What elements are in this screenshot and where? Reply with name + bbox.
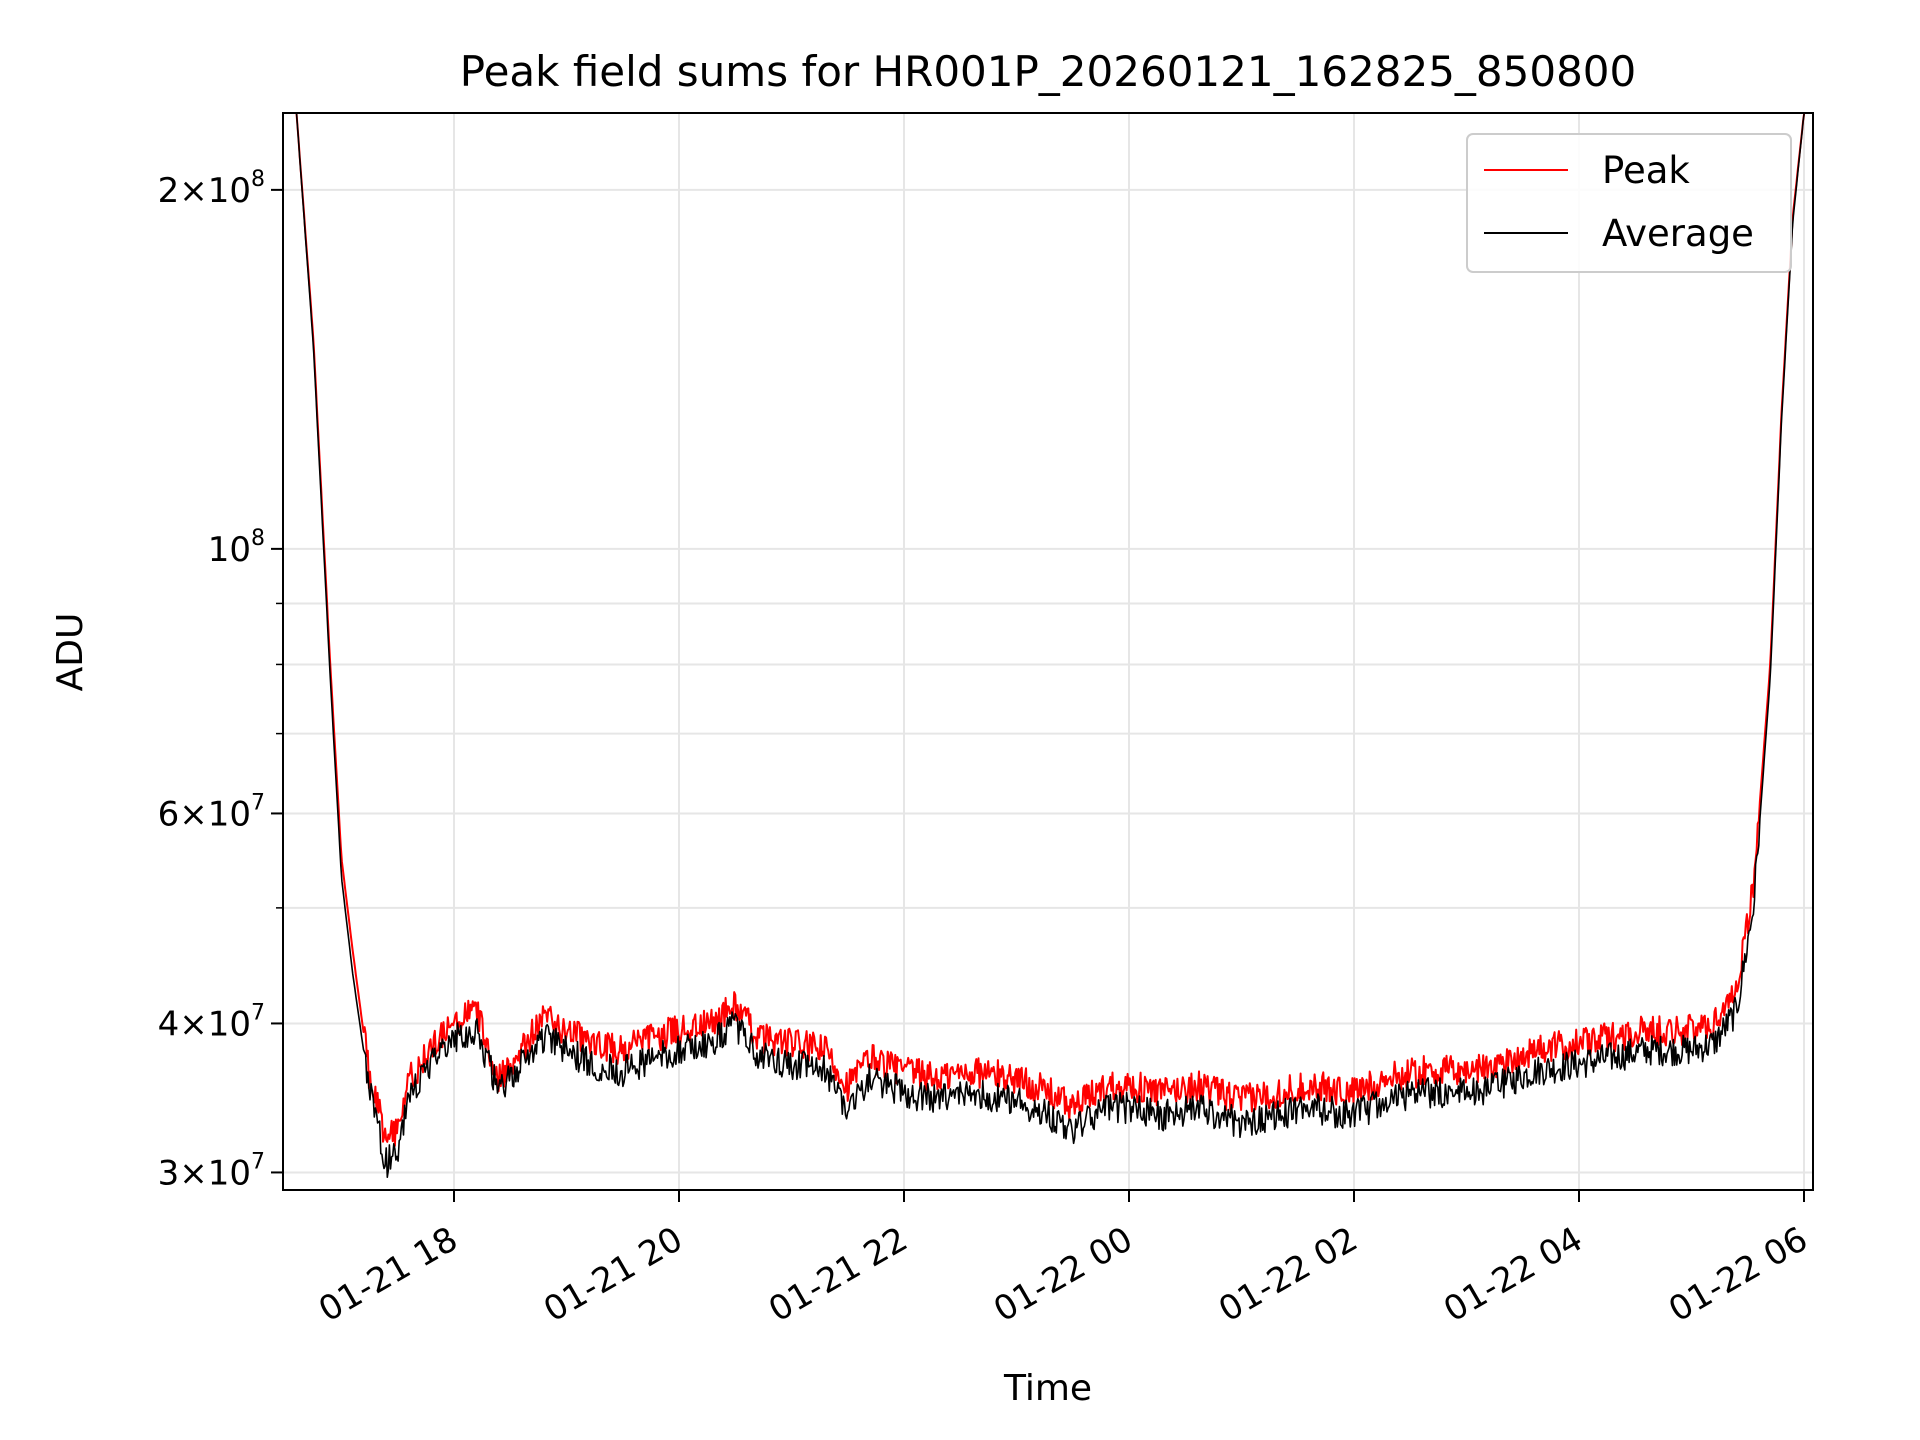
y-axis-title: ADU (50, 613, 91, 692)
y-tick-label: 108 (208, 526, 265, 570)
legend-box (1466, 133, 1792, 273)
series-line-average (295, 112, 1810, 1178)
y-tick-label: 4×107 (158, 1000, 265, 1044)
y-tick-label: 2×108 (158, 167, 265, 211)
legend-peak-label: Peak (1602, 149, 1690, 192)
x-axis-title: Time (1003, 1368, 1092, 1409)
chart-title: Peak field sums for HR001P_20260121_1628… (460, 47, 1637, 96)
y-tick-label: 6×107 (158, 790, 265, 834)
y-tick-label: 3×107 (158, 1149, 265, 1193)
series-lines (295, 112, 1810, 1178)
plot-background (283, 113, 1813, 1190)
legend-average-label: Average (1602, 212, 1754, 255)
legend: Peak Average (1466, 133, 1792, 273)
grid-lines (283, 113, 1813, 1190)
plot-frame (282, 112, 1814, 1191)
